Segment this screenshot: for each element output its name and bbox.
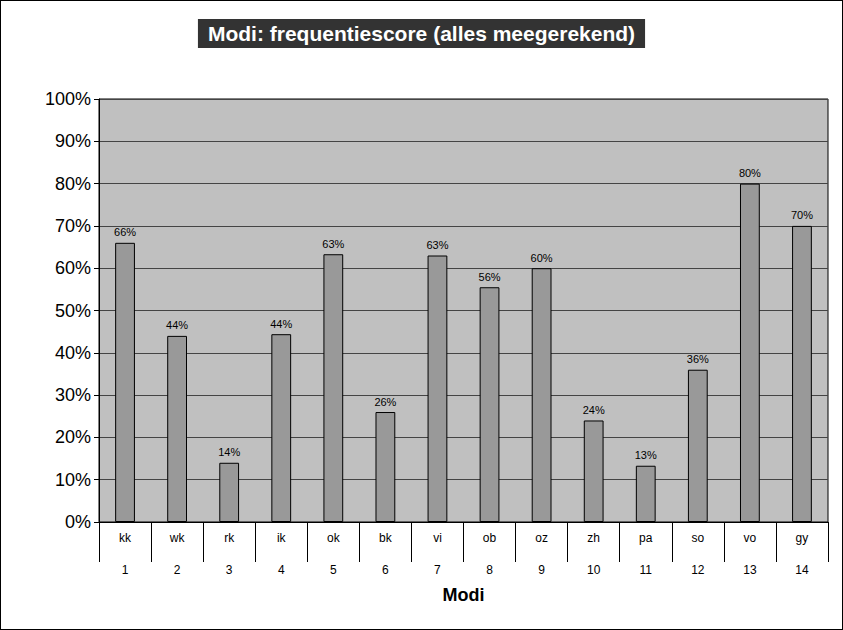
svg-text:12: 12 <box>691 563 705 577</box>
svg-text:7: 7 <box>434 563 441 577</box>
svg-text:36%: 36% <box>687 353 709 365</box>
svg-text:0%: 0% <box>65 512 91 532</box>
svg-text:63%: 63% <box>322 238 344 250</box>
svg-text:20%: 20% <box>55 427 91 447</box>
svg-text:so: so <box>691 531 704 545</box>
svg-text:30%: 30% <box>55 385 91 405</box>
svg-text:60%: 60% <box>531 252 553 264</box>
svg-text:70%: 70% <box>55 216 91 236</box>
svg-text:kk: kk <box>119 531 132 545</box>
svg-text:vi: vi <box>433 531 442 545</box>
svg-text:vo: vo <box>744 531 757 545</box>
svg-text:56%: 56% <box>479 271 501 283</box>
svg-text:Modi: Modi <box>443 585 485 605</box>
svg-text:60%: 60% <box>55 258 91 278</box>
svg-text:oz: oz <box>535 531 548 545</box>
svg-text:Modi: frequentiescore (alles m: Modi: frequentiescore (alles meegerekend… <box>208 22 635 45</box>
svg-text:ik: ik <box>277 531 287 545</box>
svg-text:10: 10 <box>587 563 601 577</box>
svg-text:100%: 100% <box>45 89 91 109</box>
svg-text:2: 2 <box>174 563 181 577</box>
svg-text:66%: 66% <box>114 226 136 238</box>
svg-text:10%: 10% <box>55 470 91 490</box>
svg-text:8: 8 <box>486 563 493 577</box>
svg-text:5: 5 <box>330 563 337 577</box>
svg-text:13: 13 <box>743 563 757 577</box>
svg-text:gy: gy <box>796 531 809 545</box>
svg-text:6: 6 <box>382 563 389 577</box>
svg-text:24%: 24% <box>583 404 605 416</box>
svg-text:bk: bk <box>379 531 393 545</box>
svg-text:90%: 90% <box>55 131 91 151</box>
svg-text:ok: ok <box>327 531 341 545</box>
svg-text:4: 4 <box>278 563 285 577</box>
svg-text:70%: 70% <box>791 209 813 221</box>
svg-text:63%: 63% <box>426 239 448 251</box>
svg-text:14: 14 <box>795 563 809 577</box>
svg-text:80%: 80% <box>55 174 91 194</box>
svg-text:3: 3 <box>226 563 233 577</box>
svg-text:13%: 13% <box>635 449 657 461</box>
svg-text:9: 9 <box>538 563 545 577</box>
svg-text:44%: 44% <box>166 319 188 331</box>
svg-text:40%: 40% <box>55 343 91 363</box>
svg-text:14%: 14% <box>218 446 240 458</box>
svg-text:wk: wk <box>169 531 186 545</box>
svg-text:44%: 44% <box>270 318 292 330</box>
svg-text:rk: rk <box>224 531 235 545</box>
svg-text:ob: ob <box>483 531 497 545</box>
svg-text:50%: 50% <box>55 301 91 321</box>
svg-text:26%: 26% <box>374 396 396 408</box>
svg-text:11: 11 <box>640 563 653 577</box>
svg-text:1: 1 <box>122 563 129 577</box>
svg-text:pa: pa <box>639 531 653 545</box>
svg-text:80%: 80% <box>739 167 761 179</box>
svg-text:zh: zh <box>587 531 600 545</box>
